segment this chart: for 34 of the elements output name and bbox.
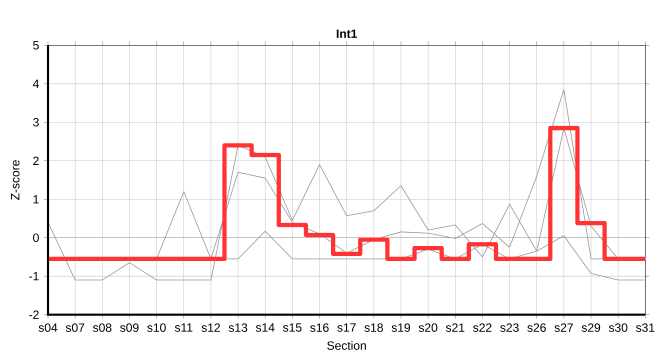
x-tick-label: s23 — [500, 323, 519, 332]
x-tick-label: s11 — [174, 323, 192, 332]
x-tick-label: s30 — [608, 323, 628, 332]
x-tick-label: s14 — [256, 323, 275, 332]
y-tick-label: 1 — [34, 195, 39, 204]
y-tick-label: 4 — [32, 80, 39, 88]
x-tick-label: s22 — [473, 323, 492, 332]
y-axis-title: Z-score — [11, 160, 20, 200]
y-tick-label: 3 — [33, 118, 39, 127]
x-tick-label: s31 — [636, 323, 654, 332]
x-axis-title: Section — [327, 341, 366, 350]
x-tick-label: s18 — [364, 323, 383, 332]
x-tick-label: s16 — [310, 323, 329, 332]
y-tick-label: 5 — [33, 41, 39, 50]
x-tick-label: s26 — [527, 323, 546, 332]
y-tick-label: 0 — [33, 233, 39, 242]
x-tick-label: s08 — [92, 323, 112, 332]
x-tick-label: s15 — [283, 323, 302, 332]
x-tick-label: s12 — [202, 323, 220, 332]
x-tick-label: s09 — [120, 323, 139, 332]
x-tick-label: s17 — [337, 323, 356, 332]
x-tick-label: s04 — [38, 323, 58, 332]
x-tick-label: s13 — [228, 323, 248, 332]
x-tick-label: s21 — [446, 323, 464, 332]
y-tick-label: 2 — [33, 156, 39, 165]
x-tick-label: s29 — [582, 323, 600, 332]
x-tick-label: s07 — [66, 323, 84, 332]
x-tick-label: s20 — [418, 323, 438, 332]
y-tick-label: -2 — [29, 310, 39, 319]
x-tick-label: s27 — [554, 323, 573, 332]
x-tick-label: s19 — [392, 323, 410, 332]
chart-title: Int1 — [336, 30, 357, 38]
y-tick-label: -1 — [29, 272, 39, 280]
x-tick-label: s10 — [147, 323, 166, 332]
